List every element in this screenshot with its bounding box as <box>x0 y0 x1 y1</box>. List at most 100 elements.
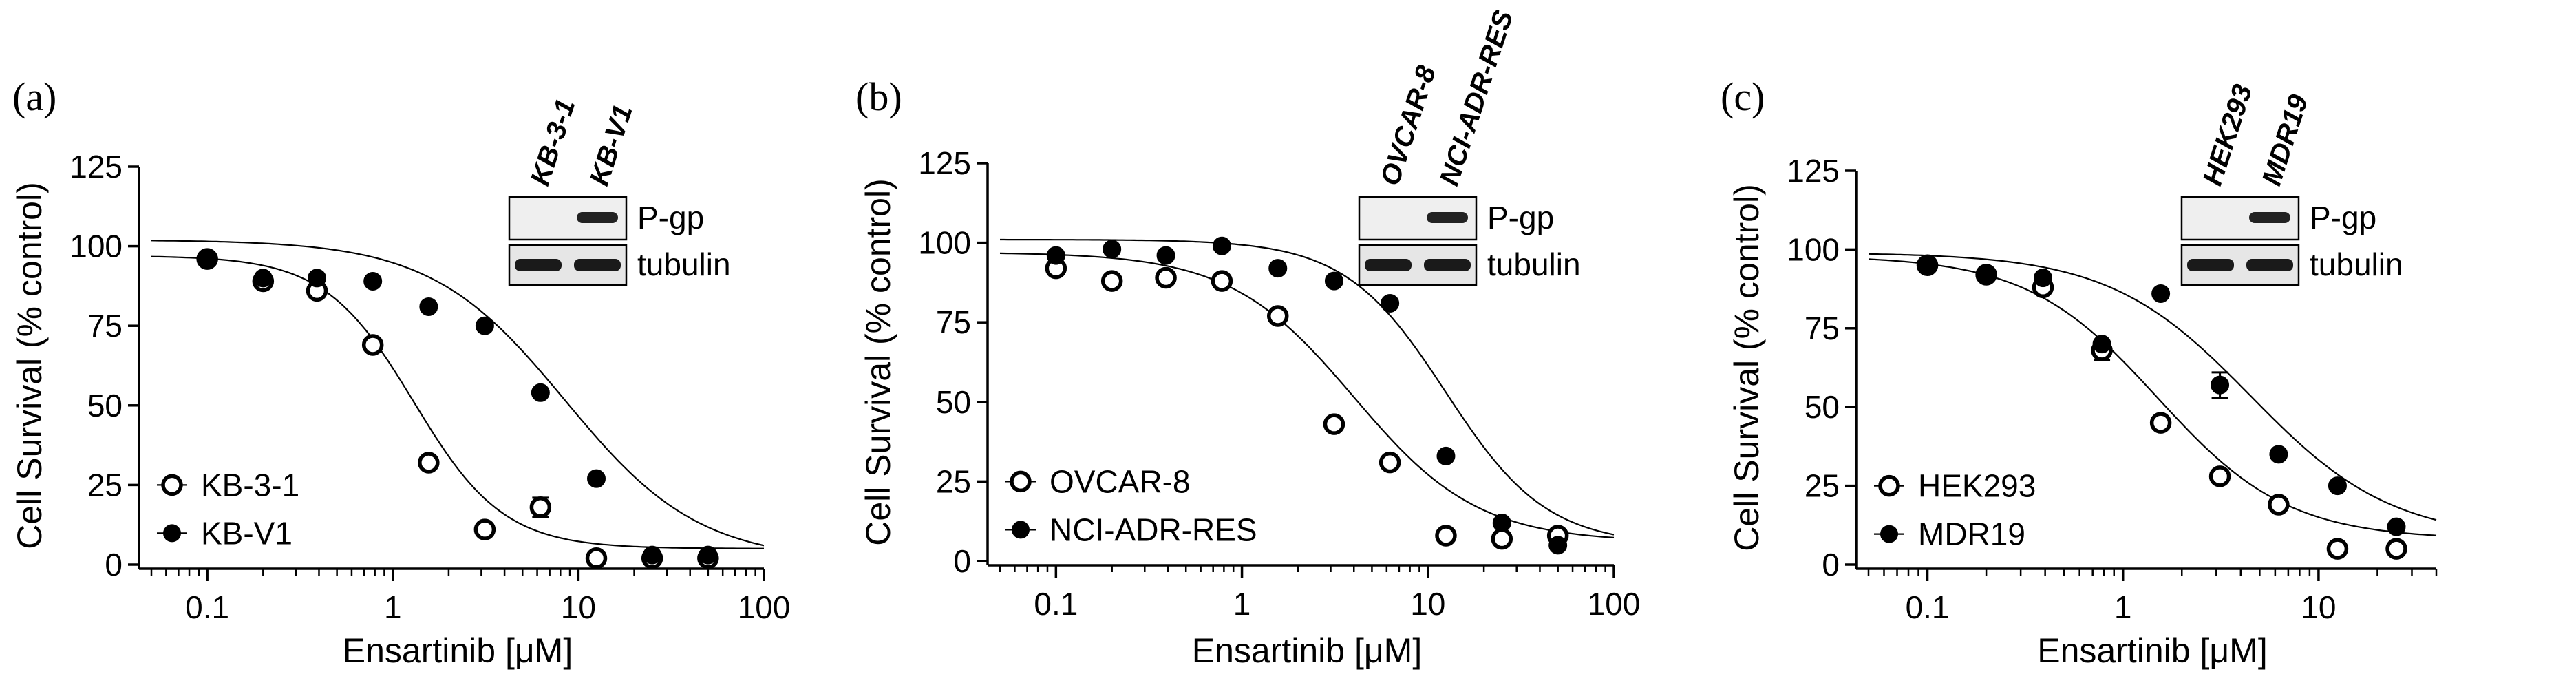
y-axis-title: Cell Survival (% control) <box>1727 184 1766 551</box>
y-tick-label: 75 <box>87 308 123 344</box>
y-tick-label: 0 <box>1822 547 1840 582</box>
panel-label: (a) <box>12 74 56 119</box>
data-point-OVCAR-8 <box>1435 525 1457 547</box>
data-point-HEK293 <box>2149 412 2172 434</box>
panel-label: (c) <box>1721 74 1765 119</box>
blot-lane-label: OVCAR-8 <box>1375 61 1443 189</box>
data-point-NCI-ADR-RES <box>1548 536 1568 555</box>
y-tick-label: 125 <box>918 145 971 181</box>
blot-row-label: tubulin <box>637 246 731 282</box>
legend-label: MDR19 <box>1918 516 2025 552</box>
data-point-MDR19 <box>2034 269 2053 288</box>
data-point-KB-V1 <box>699 545 718 565</box>
legend-marker <box>1878 474 1900 497</box>
x-tick-label: 10 <box>1410 586 1445 622</box>
y-tick-label: 75 <box>1805 311 1840 346</box>
blot-band <box>1424 259 1471 271</box>
x-tick-label: 10 <box>2301 589 2336 625</box>
data-point-OVCAR-8 <box>1266 305 1289 327</box>
blot-lane-label: KB-V1 <box>584 101 639 189</box>
fit-curve-KB-V1 <box>151 240 765 547</box>
y-tick-label: 125 <box>70 149 123 185</box>
data-point-OVCAR-8 <box>1323 413 1345 435</box>
data-point-KB-V1 <box>643 545 662 565</box>
x-tick-label: 1 <box>384 589 402 625</box>
blot-band <box>1365 259 1412 271</box>
legend-marker <box>163 524 181 543</box>
y-axis-title: Cell Survival (% control) <box>859 178 897 545</box>
data-point-MDR19 <box>2092 335 2111 354</box>
y-tick-label: 25 <box>87 467 123 503</box>
x-tick-label: 1 <box>2114 589 2132 625</box>
blot-band <box>1427 212 1468 223</box>
data-point-KB-3-1 <box>529 496 552 518</box>
x-tick-label: 0.1 <box>185 589 229 625</box>
y-tick-label: 25 <box>1805 468 1840 504</box>
data-point-MDR19 <box>2269 445 2288 464</box>
blot-row-label: tubulin <box>2310 246 2403 282</box>
data-point-MDR19 <box>2328 476 2347 496</box>
data-point-NCI-ADR-RES <box>1492 514 1511 533</box>
x-tick-label: 10 <box>561 589 596 625</box>
data-point-OVCAR-8 <box>1379 451 1401 474</box>
data-point-KB-V1 <box>419 297 438 316</box>
data-point-KB-3-1 <box>585 547 608 569</box>
data-point-KB-3-1 <box>473 518 496 540</box>
blot-row-label: P-gp <box>637 200 704 235</box>
data-point-NCI-ADR-RES <box>1324 271 1343 291</box>
data-point-KB-3-1 <box>361 334 384 356</box>
blot-band <box>574 259 621 271</box>
legend-label: HEK293 <box>1918 468 2036 504</box>
x-tick-label: 0.1 <box>1906 589 1950 625</box>
x-tick-label: 1 <box>1233 586 1251 622</box>
blot-row-label: P-gp <box>1487 200 1554 235</box>
x-tick-label: 100 <box>1588 586 1641 622</box>
fit-curve-NCI-ADR-RES <box>1000 238 1615 536</box>
y-tick-label: 125 <box>1787 153 1840 189</box>
data-point-KB-V1 <box>587 469 606 488</box>
blot-row-label: P-gp <box>2310 200 2376 235</box>
panel-label: (b) <box>855 74 902 119</box>
fit-curve-MDR19 <box>1868 253 2437 521</box>
legend-marker <box>1880 525 1898 543</box>
legend-marker <box>161 474 183 496</box>
x-axis-title: Ensartinib [μM] <box>343 631 573 670</box>
data-point-MDR19 <box>1977 265 1996 284</box>
fit-curve-HEK293 <box>1868 258 2437 536</box>
data-point-HEK293 <box>2208 465 2231 487</box>
y-tick-label: 100 <box>918 225 971 261</box>
data-point-HEK293 <box>2268 494 2290 516</box>
y-tick-label: 0 <box>105 547 123 582</box>
blot-pgp-strip <box>508 196 628 241</box>
x-axis-title: Ensartinib [μM] <box>1192 631 1422 670</box>
data-point-NCI-ADR-RES <box>1381 293 1400 313</box>
data-point-MDR19 <box>2211 375 2230 395</box>
panel-c: (c) 0 25 50 75 100 125 0.1 1 10 Ensartinib [μM] Cel… <box>1714 0 2574 694</box>
y-tick-label: 50 <box>87 388 123 423</box>
blot-band <box>577 212 618 223</box>
fit-curve-OVCAR-8 <box>999 252 1615 538</box>
data-point-NCI-ADR-RES <box>1436 446 1456 465</box>
blot-lane-label: HEK293 <box>2197 81 2259 189</box>
chart-b: (b) 0 25 50 75 100 125 0.1 1 10 100 Ensartinib [μM]… <box>855 6 1641 670</box>
fit-curve-KB-3-1 <box>151 255 764 549</box>
data-point-NCI-ADR-RES <box>1046 246 1065 265</box>
blot-lane-label: KB-3-1 <box>525 96 582 189</box>
data-point-KB-V1 <box>531 383 550 402</box>
y-tick-label: 0 <box>953 543 971 579</box>
blot-band <box>2249 212 2290 223</box>
chart-c: (c) 0 25 50 75 100 125 0.1 1 10 Ensartinib [μM] Cel… <box>1721 74 2438 670</box>
panel-b: (b) 0 25 50 75 100 125 0.1 1 10 100 Ensartinib [μM]… <box>850 0 1696 694</box>
data-point-KB-V1 <box>308 269 327 288</box>
y-axis-title: Cell Survival (% control) <box>10 182 49 549</box>
data-point-NCI-ADR-RES <box>1156 246 1175 265</box>
data-point-MDR19 <box>1918 255 1937 275</box>
y-tick-label: 50 <box>936 384 971 420</box>
y-tick-label: 25 <box>936 463 971 499</box>
panel-a: (a) 0 25 50 75 100 125 0.1 1 10 100 Ensartinib [μM]… <box>0 0 847 694</box>
data-point-KB-V1 <box>198 249 217 269</box>
data-point-OVCAR-8 <box>1491 527 1513 550</box>
y-tick-label: 75 <box>936 304 971 340</box>
legend-label: NCI-ADR-RES <box>1050 512 1257 547</box>
legend-label: KB-V1 <box>201 515 292 551</box>
